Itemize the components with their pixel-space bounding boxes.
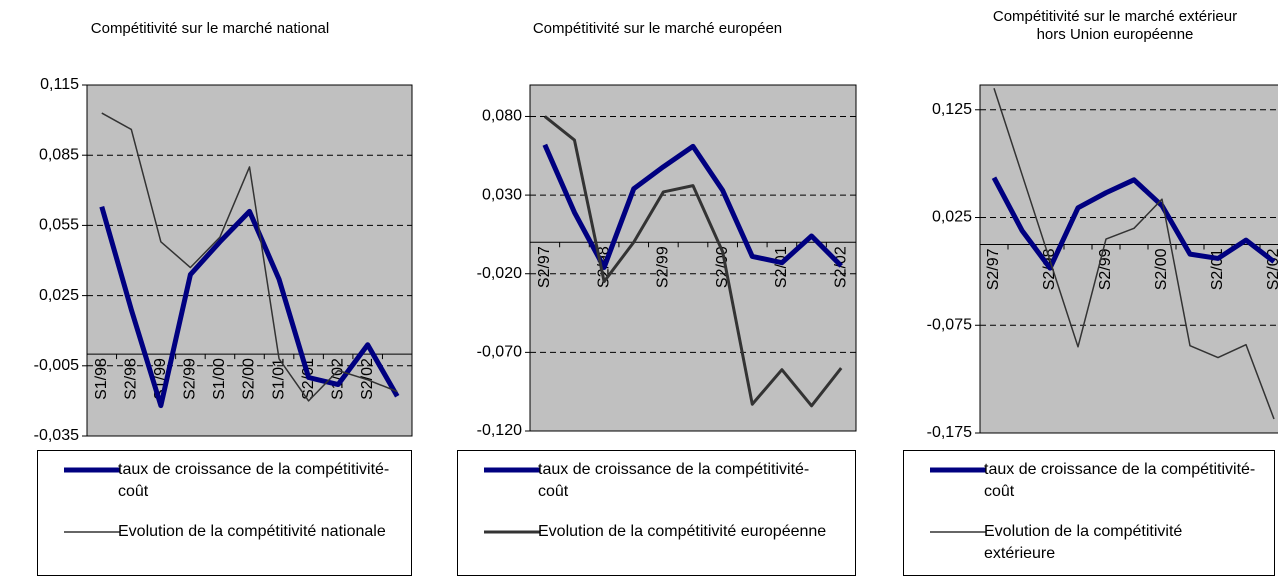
x-tick-label: S2/99 <box>182 358 199 400</box>
series-line <box>542 143 843 270</box>
chart-subtitle: Compétitivité sur le marché européen <box>532 20 783 37</box>
y-tick-label: -0,175 <box>927 424 972 441</box>
legend-entry: taux de croissance de la compétitivité-c… <box>904 459 1274 519</box>
legend-label: Evolution de la compétitivité extérieure <box>984 523 1183 562</box>
x-tick-label: S2/00 <box>241 358 258 400</box>
legend-entry: Evolution de la compétitivité nationale <box>38 521 411 581</box>
y-tick-label: 0,055 <box>39 217 79 234</box>
x-tick-label: S2/02 <box>359 358 376 400</box>
y-tick-label: 0,030 <box>482 186 522 203</box>
legend-label: taux de croissance de la compétitivité-c… <box>538 461 810 500</box>
series-line <box>543 115 843 408</box>
y-tick-label: 0,125 <box>932 101 972 118</box>
series-line <box>991 176 1276 271</box>
x-tick-label: S2/99 <box>655 246 672 288</box>
plot-area <box>529 84 857 432</box>
legend-entry: Evolution de la compétitivité européenne <box>458 521 855 581</box>
y-tick-label: -0,005 <box>34 357 79 374</box>
chart-subtitle: Compétitivité sur le marché national <box>90 20 330 37</box>
plot-area <box>979 84 1278 434</box>
legend-label: taux de croissance de la compétitivité-c… <box>984 461 1256 500</box>
series-line <box>993 88 1275 420</box>
x-tick-label: S2/97 <box>985 248 1002 290</box>
legend-label: Evolution de la compétitivité nationale <box>118 523 386 540</box>
x-tick-label: S1/98 <box>93 358 110 400</box>
y-tick-label: 0,025 <box>932 209 972 226</box>
x-tick-label: S2/01 <box>773 246 790 288</box>
legend-swatch <box>930 467 986 473</box>
legend-swatch <box>64 531 120 533</box>
y-tick-label: -0,020 <box>477 265 522 282</box>
legend-swatch <box>484 467 540 473</box>
legend-label: Evolution de la compétitivité européenne <box>538 523 827 540</box>
x-tick-label: S1/00 <box>211 358 228 400</box>
legend-swatch <box>484 530 540 534</box>
x-tick-label: S2/02 <box>832 246 849 288</box>
x-tick-label: S1/02 <box>329 358 346 400</box>
legend: taux de croissance de la compétitivité-c… <box>457 450 856 576</box>
series-line <box>101 112 398 402</box>
legend-swatch <box>64 467 120 473</box>
legend-entry: taux de croissance de la compétitivité-c… <box>458 459 855 519</box>
legend: taux de croissance de la compétitivité-c… <box>37 450 412 576</box>
series-line <box>99 205 400 409</box>
legend-swatch <box>930 531 986 533</box>
y-tick-label: -0,070 <box>477 344 522 361</box>
y-tick-label: 0,080 <box>482 108 522 125</box>
y-tick-label: -0,035 <box>34 427 79 444</box>
legend-entry: taux de croissance de la compétitivité-c… <box>38 459 411 519</box>
y-tick-label: 0,115 <box>40 76 79 93</box>
x-tick-label: S2/98 <box>123 358 140 400</box>
legend: taux de croissance de la compétitivité-c… <box>903 450 1275 576</box>
y-tick-label: -0,075 <box>927 316 972 333</box>
x-tick-label: S2/97 <box>536 246 553 288</box>
y-tick-label: 0,085 <box>39 146 79 163</box>
y-tick-label: 0,025 <box>39 287 79 304</box>
y-tick-label: -0,120 <box>477 422 522 439</box>
legend-label: taux de croissance de la compétitivité-c… <box>118 461 390 500</box>
x-tick-label: S2/00 <box>1153 248 1170 290</box>
x-tick-label: S1/01 <box>270 358 287 400</box>
chart-subtitle: Compétitivité sur le marché extérieur ho… <box>992 8 1238 43</box>
x-tick-label: S2/99 <box>1097 248 1114 290</box>
legend-entry: Evolution de la compétitivité extérieure <box>904 521 1274 581</box>
